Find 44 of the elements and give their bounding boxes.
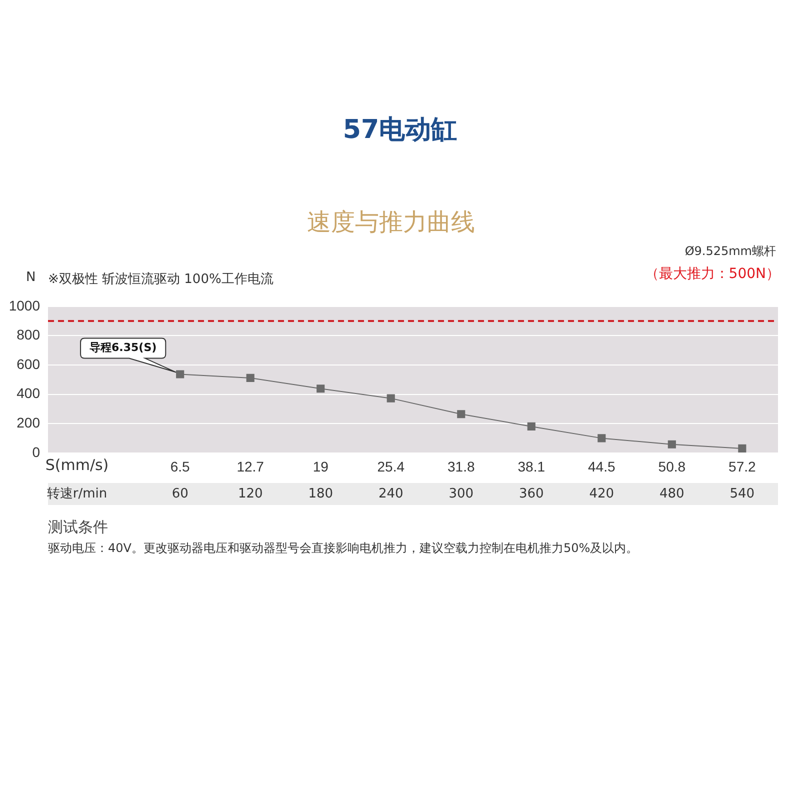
x-tick-label: 25.4 (377, 458, 405, 474)
x-tick-label: 50.8 (658, 458, 686, 474)
text: 300 (448, 486, 474, 502)
text: 240 (378, 486, 404, 502)
text: ※双极性 斩波恒流驱动 100%工作电流 (48, 271, 274, 288)
text: 60 (172, 486, 188, 502)
x-tick-label: 12.7 (236, 458, 264, 474)
text: 360 (518, 486, 544, 502)
x-tick-label: 31.8 (448, 458, 475, 474)
point (527, 422, 536, 430)
point (176, 370, 184, 378)
x-tick-label: 6.5 (170, 458, 190, 474)
text: Ø9.525mm螺杆 (684, 243, 776, 260)
text: （最大推力：500N） (644, 265, 780, 283)
x-tick-label: 57.2 (728, 458, 756, 474)
text: 540 (730, 486, 755, 502)
y-tick-label: 600 (16, 356, 40, 372)
y-tick-label: 400 (16, 385, 40, 402)
text: 测试条件 (48, 518, 108, 537)
annotation: 导程6.35(S) (90, 341, 157, 354)
point (246, 374, 254, 382)
y-tick-label: 1000 (8, 297, 40, 314)
point (668, 440, 676, 448)
x-tick-label: 38.1 (518, 458, 546, 474)
text: 驱动电压：40V。更改驱动器电压和驱动器型号会直接影响电机推力，建议空载力控制在电机推力50%及以内。 (48, 540, 638, 557)
x-tick-label: 44.5 (588, 458, 616, 474)
text: 480 (659, 486, 684, 502)
y-tick-label: 800 (16, 326, 40, 343)
point (598, 434, 606, 442)
y-tick-label: 0 (32, 444, 40, 460)
chart-subtitle: 速度与推力曲线 (306, 207, 476, 238)
point (457, 410, 466, 418)
x-axis-title: S(mm/s) (45, 456, 109, 474)
point (738, 444, 746, 452)
x-tick-label: 19 (312, 458, 329, 474)
text: 420 (589, 486, 614, 502)
y-tick-label: 200 (16, 414, 40, 431)
point (386, 394, 395, 402)
y-axis-title: N (26, 270, 36, 285)
text: 180 (308, 486, 334, 502)
point (316, 384, 325, 393)
text: 120 (238, 486, 263, 502)
text: 转速r/min (46, 486, 108, 502)
chart-title: 57电动缸 (342, 114, 458, 147)
